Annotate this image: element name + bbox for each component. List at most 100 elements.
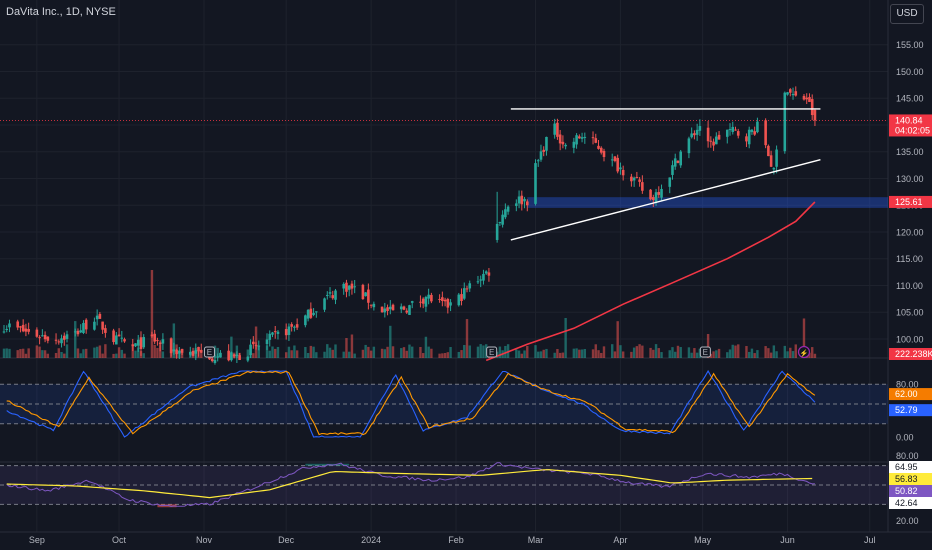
volume-bar (712, 351, 715, 358)
candle-body (649, 189, 652, 200)
candle-body (564, 144, 567, 147)
volume-bar (93, 347, 96, 358)
volume-bar (369, 350, 373, 358)
time-axis: Sep Oct Nov Dec 2024 Feb Mar Apr May Jun Jul (29, 535, 876, 545)
volume-bar (430, 348, 433, 358)
volume-bar (367, 346, 370, 358)
candle-body (578, 136, 581, 139)
candle-body (652, 197, 655, 200)
candle-body (361, 284, 365, 300)
volume-bar (150, 270, 154, 358)
candle-body (775, 149, 778, 167)
stoch-d-badge: 62.00 (895, 389, 918, 399)
volume-bar (772, 345, 776, 358)
candle-body (21, 324, 25, 332)
time-tick-label: Sep (29, 535, 45, 545)
volume-bar (112, 353, 115, 358)
rsi-ma-badge: 56.83 (895, 474, 918, 484)
volume-bar (265, 345, 269, 358)
candle-body (783, 92, 787, 152)
volume-bar (230, 336, 233, 358)
candle-body (62, 335, 66, 340)
candle-body (619, 167, 622, 170)
volume-bar (526, 346, 529, 358)
candle-body (468, 283, 472, 289)
candle-body (690, 133, 693, 138)
candle-body (399, 306, 403, 310)
volume-bar (668, 350, 671, 358)
candle-body (290, 324, 293, 327)
candle-body (753, 131, 756, 135)
volume-bar (405, 350, 408, 358)
volume-bar (534, 345, 537, 358)
price-tick-label: 150.00 (896, 67, 924, 77)
dividend-marker-glyph: ⚡ (800, 349, 809, 358)
volume-bar (137, 347, 140, 358)
currency-button[interactable]: USD (890, 4, 924, 24)
price-tick-label: 115.00 (896, 254, 923, 264)
candle-body (791, 94, 795, 96)
volume-bar (271, 346, 274, 358)
candle-body (334, 290, 337, 300)
volume-bar (334, 344, 337, 358)
candle-body (386, 307, 389, 312)
time-tick-label: 2024 (361, 535, 381, 545)
volume-bar (24, 353, 28, 358)
candle-body (35, 329, 39, 337)
volume-bar (638, 344, 641, 358)
volume-bar (597, 350, 600, 358)
candle-body (597, 145, 600, 149)
candle-body (465, 288, 469, 290)
volume-bar (578, 349, 581, 358)
volume-bar (679, 347, 682, 358)
candle-body (150, 334, 154, 337)
candle-body (630, 176, 633, 182)
candle-body (583, 136, 587, 138)
candle-body (73, 331, 77, 333)
candle-body (84, 319, 88, 330)
candle-body (134, 343, 137, 347)
candle-body (580, 137, 584, 139)
volume-bar (794, 344, 797, 358)
candle-body (276, 331, 280, 334)
candle-body (613, 156, 617, 162)
rsi-lower-badge: 42.64 (895, 498, 918, 508)
candle-body (484, 271, 488, 274)
chart-title: DaVita Inc., 1D, NYSE (6, 6, 116, 18)
volume-bar (449, 347, 452, 358)
volume-bar (811, 347, 814, 358)
candle-body (350, 283, 354, 289)
candle-body (383, 308, 387, 313)
volume-bar (600, 352, 603, 358)
candle-body (304, 315, 307, 326)
volume-bar (457, 351, 460, 358)
candle-body (534, 163, 537, 204)
volume-bar (276, 346, 280, 358)
volume-bar (671, 347, 674, 358)
volume-bar (660, 352, 663, 358)
candle-body (462, 288, 466, 299)
candle-body (265, 339, 269, 345)
candle-body (747, 129, 751, 145)
rsi-upper-badge: 64.95 (895, 462, 918, 472)
candle-body (249, 344, 252, 356)
volume-bar (641, 345, 644, 358)
candle-body (156, 340, 159, 342)
candle-body (268, 333, 272, 340)
volume-bar (304, 346, 307, 358)
volume-bar (400, 348, 403, 358)
earnings-marker (203, 346, 215, 358)
volume-bar (786, 351, 789, 358)
candle-body (306, 309, 310, 319)
candle-body (482, 273, 485, 281)
volume-bar (172, 323, 176, 358)
candle-body (520, 195, 524, 205)
candle-body (27, 329, 30, 332)
volume-bar (252, 353, 255, 358)
ma-value-badge-box (889, 195, 932, 208)
candle-body (353, 286, 356, 288)
candle-body (347, 285, 351, 290)
candle-body (498, 222, 502, 224)
candle-body (638, 179, 641, 182)
